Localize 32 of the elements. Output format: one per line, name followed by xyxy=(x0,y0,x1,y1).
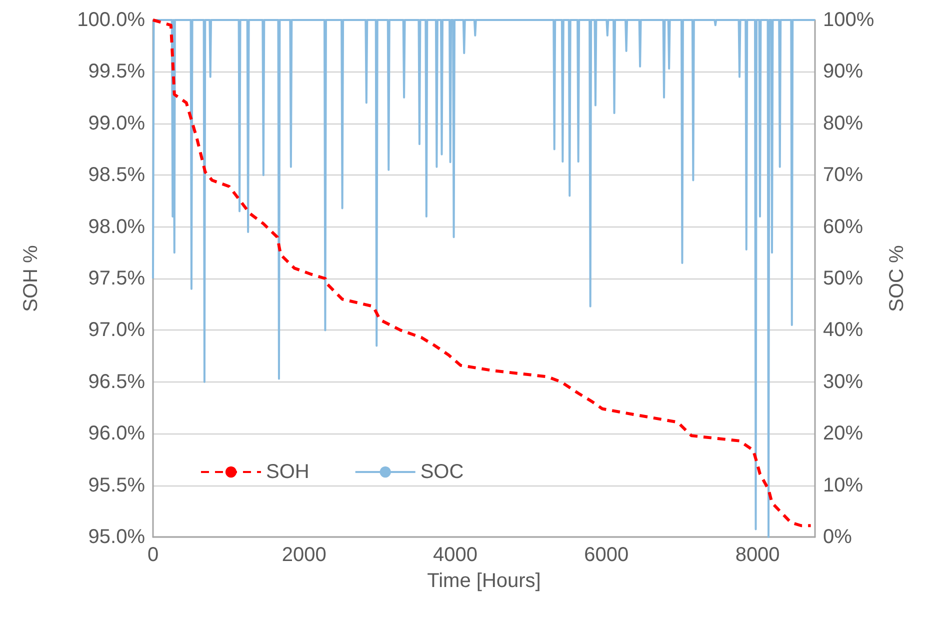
y2-tick-label: 0% xyxy=(823,526,852,548)
x-tick-label: 2000 xyxy=(282,544,326,566)
y-tick-label: 99.0% xyxy=(88,112,146,134)
y-tick-label: 100.0% xyxy=(77,9,146,31)
y-tick-label: 96.5% xyxy=(88,370,146,393)
y2-axis-title: SOC % xyxy=(886,244,908,312)
x-axis-title: Time [Hours] xyxy=(427,570,541,592)
y-tick-label: 97.5% xyxy=(88,268,146,290)
y2-tick-label: 20% xyxy=(823,422,864,445)
y-tick-label: 95.0% xyxy=(88,526,146,548)
y-tick-label: 96.0% xyxy=(88,422,146,445)
y2-tick-label: 50% xyxy=(823,268,864,290)
x-tick-label: 0 xyxy=(147,544,159,566)
y2-tick-label: 70% xyxy=(823,164,864,186)
y-tick-label: 95.5% xyxy=(88,474,146,496)
y2-tick-label: 80% xyxy=(823,112,864,134)
y-tick-label: 99.5% xyxy=(88,60,146,83)
x-tick-label: 8000 xyxy=(735,544,780,566)
y-tick-label: 97.0% xyxy=(88,319,146,342)
y2-tick-label: 30% xyxy=(823,370,864,393)
y-axis-title: SOH % xyxy=(20,244,42,312)
x-tick-label: 6000 xyxy=(584,544,629,566)
y2-tick-label: 60% xyxy=(823,216,864,238)
y2-tick-label: 40% xyxy=(823,319,864,342)
x-tick-label: 4000 xyxy=(433,544,478,566)
y2-tick-label: 90% xyxy=(823,60,864,83)
y-tick-label: 98.0% xyxy=(88,216,146,238)
y2-tick-label: 100% xyxy=(823,9,874,31)
legend-label: SOH xyxy=(266,461,310,483)
y2-tick-label: 10% xyxy=(823,474,864,496)
legend-label: SOC xyxy=(420,461,464,483)
y-tick-label: 98.5% xyxy=(88,164,146,186)
